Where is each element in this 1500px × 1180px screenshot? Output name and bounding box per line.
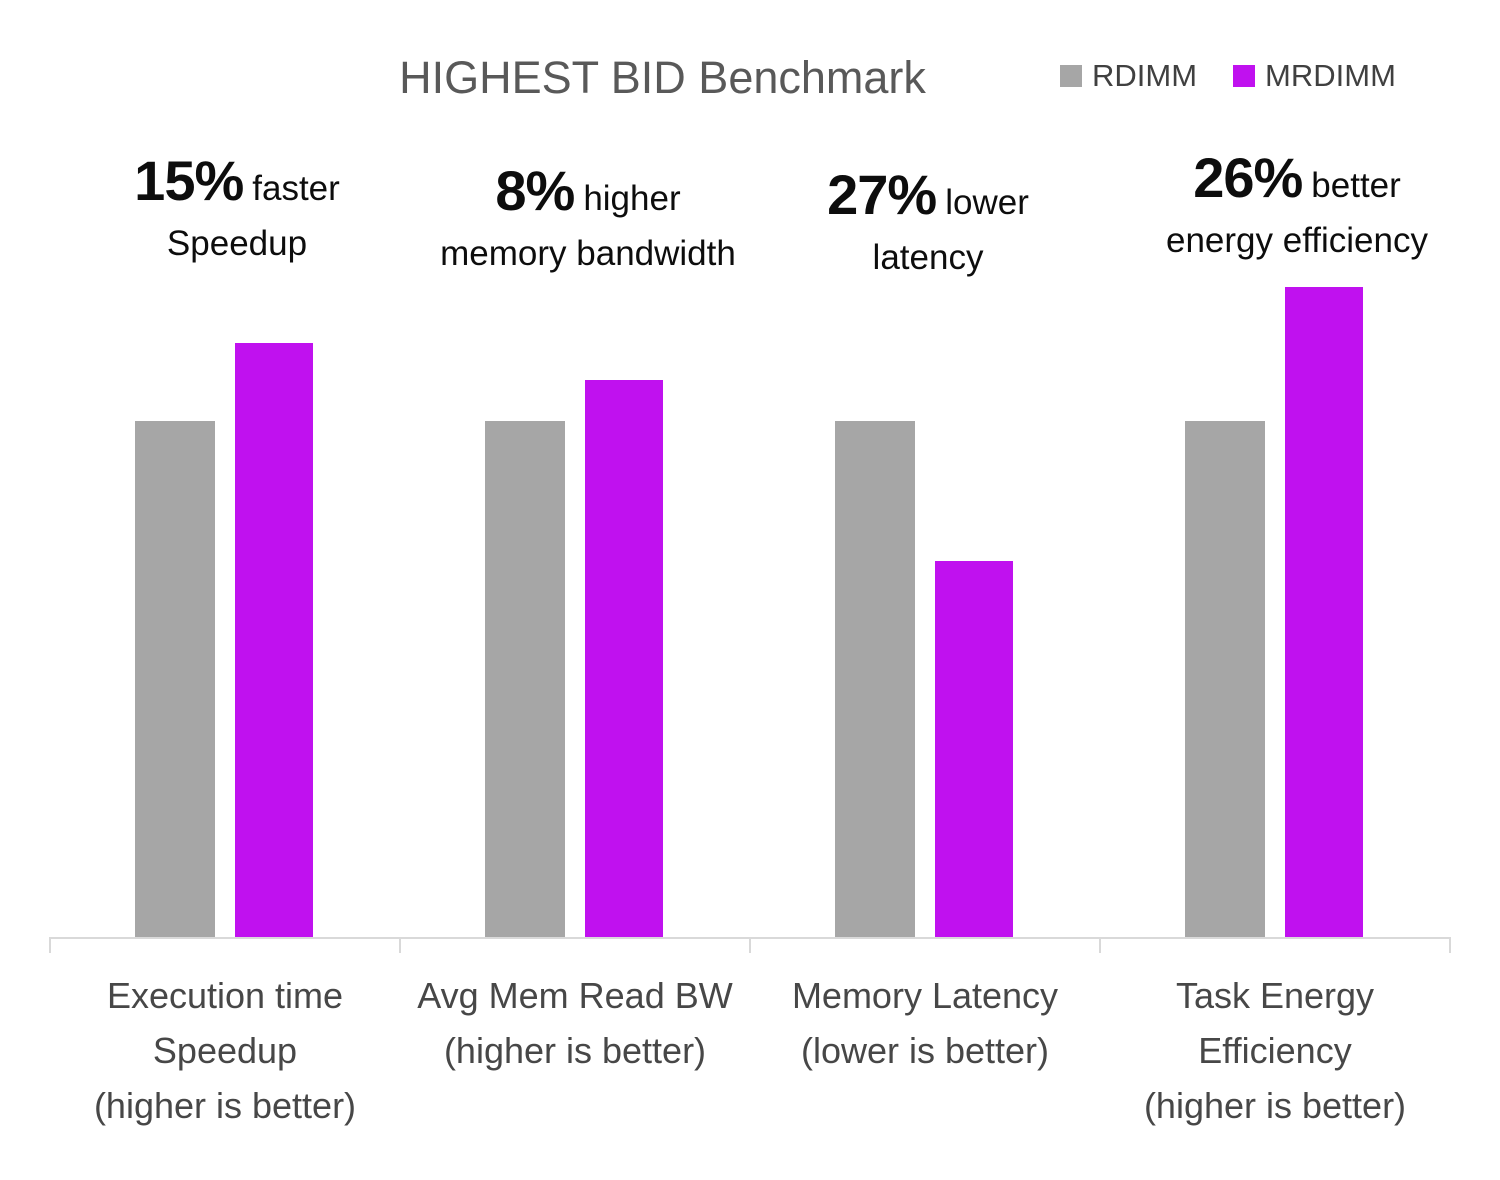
category-label-line: Speedup	[152, 1030, 298, 1071]
x-axis-tick	[1099, 937, 1101, 953]
category-label-line: (higher is better)	[93, 1085, 357, 1126]
category-label-line: Avg Mem Read BW	[417, 975, 733, 1016]
annotation-percent: 8%	[495, 159, 575, 222]
legend-swatch-icon	[1060, 65, 1082, 87]
annotation-subline: latency	[872, 238, 984, 277]
annotation-headline: 8% higher	[328, 158, 848, 223]
category-label-4: Task Energy Efficiency (higher is better)	[1075, 968, 1475, 1133]
x-axis-tick	[399, 937, 401, 953]
legend-label: MRDIMM	[1265, 58, 1396, 93]
annotation-4: 26% better energy efficiency	[1037, 145, 1500, 261]
bar-mrdimm-4	[1285, 287, 1363, 938]
category-label-line: (higher is better)	[1143, 1085, 1407, 1126]
annotation-headline: 26% better	[1037, 145, 1500, 210]
category-label-line: Task Energy	[1175, 975, 1375, 1016]
annotation-percent: 26%	[1193, 146, 1303, 209]
chart-title: HIGHEST BID Benchmark	[399, 52, 926, 103]
x-axis-tick	[1449, 937, 1451, 953]
annotation-percent: 15%	[134, 149, 244, 212]
legend-label: RDIMM	[1092, 58, 1198, 93]
bar-rdimm-1	[135, 421, 215, 938]
annotation-subline: Speedup	[166, 224, 308, 263]
category-label-line: (lower is better)	[800, 1030, 1050, 1071]
category-label-line: Execution time	[106, 975, 344, 1016]
x-axis-tick	[49, 937, 51, 953]
annotation-word: faster	[252, 169, 340, 208]
annotation-word: lower	[945, 183, 1029, 222]
annotation-headline: 27% lower	[668, 162, 1188, 227]
annotation-word: better	[1311, 166, 1401, 205]
bar-mrdimm-1	[235, 343, 313, 938]
category-label-line: Efficiency	[1198, 1030, 1352, 1071]
bar-rdimm-4	[1185, 421, 1265, 938]
annotation-2: 8% higher memory bandwidth	[328, 158, 848, 274]
category-label-3: Memory Latency (lower is better)	[725, 968, 1125, 1078]
legend-item-mrdimm: MRDIMM	[1233, 58, 1396, 94]
bar-rdimm-3	[835, 421, 915, 938]
annotation-1: 15% faster Speedup	[0, 148, 497, 264]
annotation-3: 27% lower latency	[668, 162, 1188, 278]
category-label-2: Avg Mem Read BW (higher is better)	[375, 968, 775, 1078]
bar-mrdimm-3	[935, 561, 1013, 938]
annotation-subline: memory bandwidth	[440, 234, 736, 273]
annotation-headline: 15% faster	[0, 148, 497, 213]
category-label-1: Execution time Speedup (higher is better)	[25, 968, 425, 1133]
legend-item-rdimm: RDIMM	[1060, 58, 1197, 94]
category-label-line: Memory Latency	[791, 975, 1059, 1016]
bar-rdimm-2	[485, 421, 565, 938]
annotation-subline: energy efficiency	[1165, 221, 1428, 260]
category-label-line: (higher is better)	[443, 1030, 707, 1071]
legend-swatch-icon	[1233, 65, 1256, 87]
bar-mrdimm-2	[585, 380, 663, 938]
annotation-word: higher	[583, 179, 681, 218]
annotation-percent: 27%	[827, 163, 937, 226]
legend: RDIMM MRDIMM	[1060, 58, 1396, 94]
x-axis-tick	[749, 937, 751, 953]
